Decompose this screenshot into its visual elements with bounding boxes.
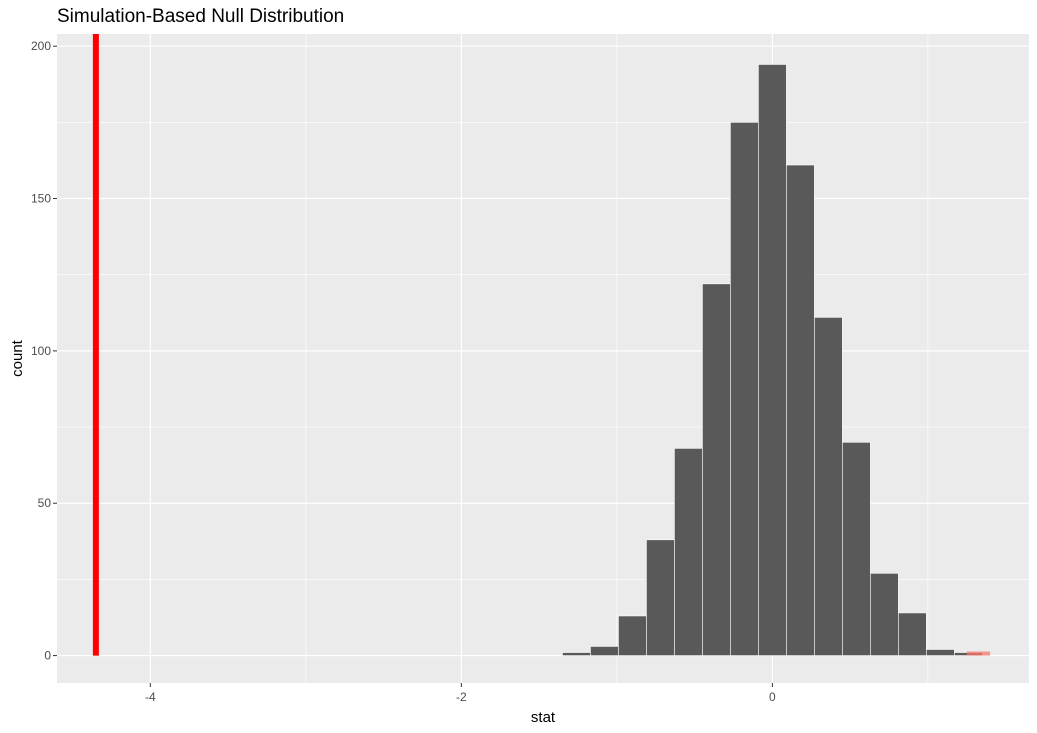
histogram-bar bbox=[814, 317, 843, 656]
y-tick-label: 100 bbox=[31, 344, 51, 358]
histogram-bar bbox=[842, 441, 871, 656]
y-tick-label: 50 bbox=[38, 496, 52, 510]
shaded-region bbox=[966, 651, 991, 656]
histogram-bar bbox=[926, 649, 955, 656]
histogram-bar bbox=[646, 539, 675, 656]
histogram-bar bbox=[870, 573, 899, 656]
histogram-bar bbox=[898, 612, 927, 656]
histogram-bar bbox=[674, 448, 703, 656]
y-tick-label: 200 bbox=[31, 39, 51, 53]
x-axis: -4 -2 0 bbox=[145, 683, 776, 704]
chart-title: Simulation-Based Null Distribution bbox=[57, 6, 345, 27]
x-axis-title: stat bbox=[531, 709, 556, 726]
y-tick-label: 0 bbox=[44, 649, 51, 663]
histogram-bar bbox=[758, 64, 787, 656]
histogram-bar bbox=[702, 283, 731, 656]
histogram-bar bbox=[730, 122, 759, 656]
y-axis: 0 50 100 150 200 bbox=[31, 39, 57, 663]
shaded-tail-area bbox=[966, 651, 991, 656]
histogram-bar bbox=[618, 615, 647, 656]
histogram-bar bbox=[590, 646, 619, 656]
histogram-bar bbox=[786, 164, 815, 656]
histogram-bar bbox=[562, 652, 591, 656]
y-axis-title: count bbox=[9, 339, 26, 377]
x-tick-label: -2 bbox=[456, 690, 467, 704]
histogram-bars bbox=[534, 64, 983, 656]
x-tick-label: -4 bbox=[145, 690, 156, 704]
y-tick-label: 150 bbox=[31, 192, 51, 206]
x-tick-label: 0 bbox=[769, 690, 776, 704]
